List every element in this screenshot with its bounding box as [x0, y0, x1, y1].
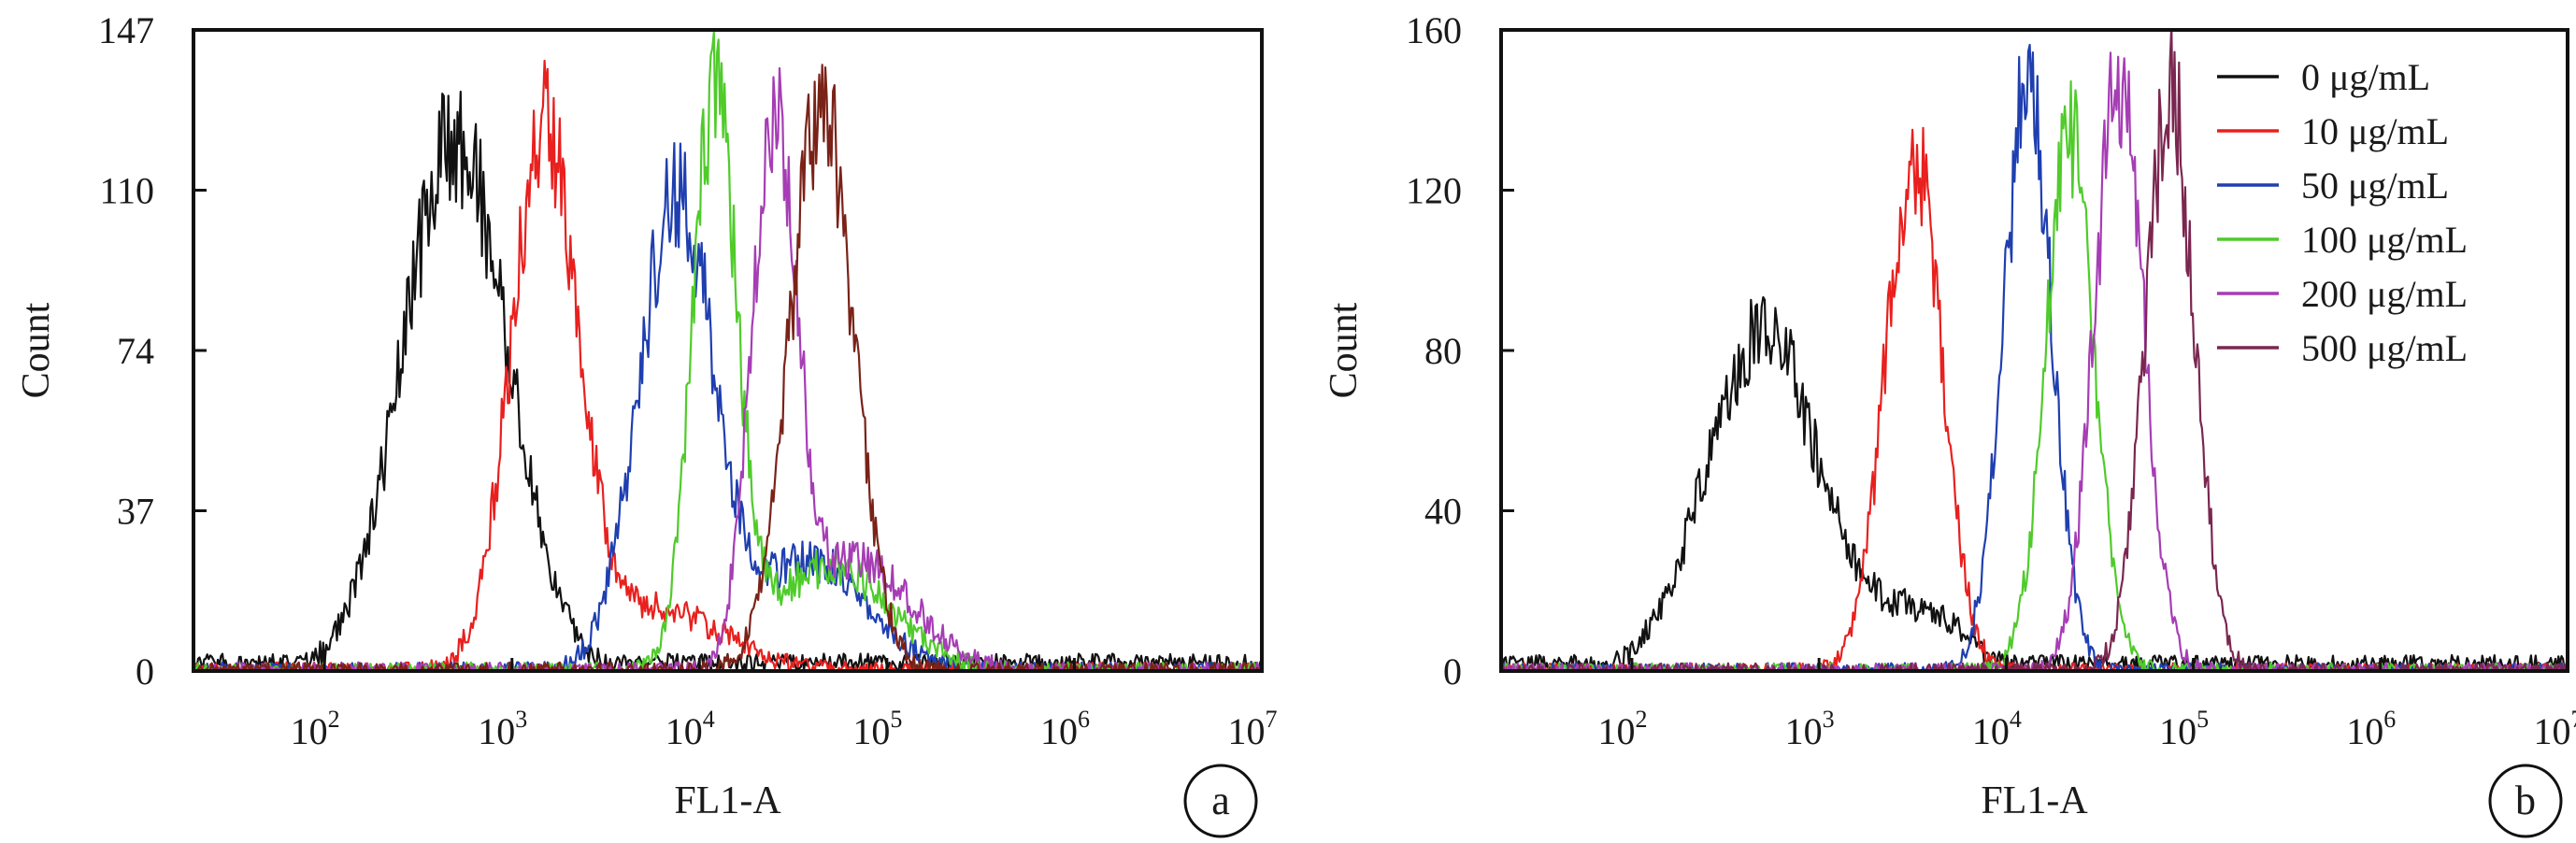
panel-label-circle	[2488, 764, 2563, 838]
y-tick-label: 120	[1406, 170, 1462, 212]
legend-label: 100 μg/mL	[2301, 219, 2468, 261]
panel-label: b	[2515, 778, 2536, 823]
y-tick-label: 110	[99, 170, 154, 212]
x-tick-label: 105	[852, 706, 902, 752]
series-line	[1501, 126, 2568, 671]
x-tick-label: 106	[2346, 706, 2396, 752]
x-tick-label: 102	[291, 706, 340, 752]
legend-label: 50 μg/mL	[2301, 164, 2449, 207]
series-line	[193, 91, 1262, 671]
x-tick-label: 107	[1228, 706, 1278, 752]
series-group	[193, 31, 1262, 671]
legend-label: 0 μg/mL	[2301, 56, 2430, 98]
x-tick-label: 103	[1785, 706, 1835, 752]
x-axis-title: FL1-A	[1981, 779, 2088, 822]
plot-frame	[192, 28, 1264, 673]
series-line	[1501, 30, 2568, 671]
x-tick-label: 106	[1040, 706, 1090, 752]
legend-label: 200 μg/mL	[2301, 273, 2468, 315]
y-axis-title: Count	[1323, 302, 1366, 398]
y-axis-title: Count	[15, 302, 58, 398]
y-tick-label: 37	[117, 491, 154, 533]
y-tick-label: 0	[1443, 650, 1462, 693]
y-tick-label: 147	[98, 9, 154, 51]
series-line	[193, 31, 1262, 671]
y-tick-label: 40	[1424, 491, 1462, 533]
legend-label: 500 μg/mL	[2301, 327, 2468, 369]
y-tick-label: 0	[136, 650, 154, 693]
y-tick-label: 160	[1406, 9, 1462, 51]
x-axis-title: FL1-A	[674, 779, 781, 822]
panel-label: a	[1211, 778, 1230, 823]
x-tick-label: 103	[478, 706, 527, 752]
x-tick-label: 105	[2159, 706, 2209, 752]
series-line	[193, 142, 1262, 671]
y-tick-label: 80	[1424, 330, 1462, 372]
panel-label-circle	[1183, 764, 1258, 838]
y-tick-label: 74	[117, 330, 154, 372]
legend: 0 μg/mL 10 μg/mL 50 μg/mL 100 μg/mL 200 μg/m…	[2217, 56, 2468, 369]
x-tick-label: 104	[1972, 706, 2022, 752]
legend-label: 10 μg/mL	[2301, 110, 2449, 152]
x-tick-label: 107	[2534, 706, 2576, 752]
histogram-panel-b: 0 40 80 120 160 102 103 104 105 106 107 FL1-A Count b…	[1323, 9, 2576, 838]
x-tick-label: 102	[1597, 706, 1647, 752]
histogram-panel-a: 0 37 74 110 147 102 103 104 105 106 107 FL1-A Count a	[15, 9, 1278, 838]
x-tick-label: 104	[665, 706, 715, 752]
